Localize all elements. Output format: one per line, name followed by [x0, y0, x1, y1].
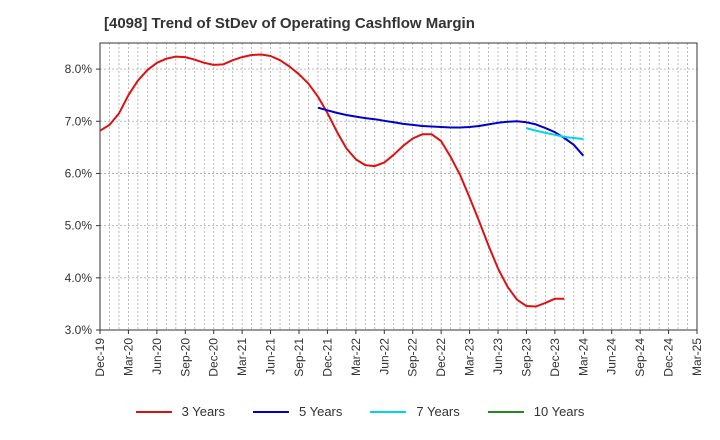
x-tick-label: Sep-22: [406, 338, 420, 377]
legend-swatch: [487, 410, 524, 413]
x-tick-label: Mar-22: [349, 338, 363, 376]
legend-label: 10 Years: [533, 404, 585, 419]
x-tick-label: Sep-23: [519, 338, 533, 377]
series-line-3-years: [99, 53, 565, 308]
x-tick-label: Jun-22: [377, 338, 391, 375]
plot-area: [100, 43, 697, 330]
x-tick-label: Jun-24: [605, 338, 619, 375]
x-tick-label: Sep-20: [178, 338, 192, 377]
x-tick-label: Mar-23: [463, 338, 477, 376]
x-tick-label: Jun-20: [150, 338, 164, 375]
series-line-5-years: [317, 106, 585, 157]
legend-item-10-years: 10 Years: [487, 404, 585, 419]
legend: 3 Years 5 Years 7 Years 10 Years: [0, 404, 720, 419]
legend-label: 3 Years: [181, 404, 225, 419]
x-tick-label: Dec-22: [434, 338, 448, 377]
x-tick-label: Dec-19: [93, 338, 107, 377]
y-tick-label: 8.0%: [65, 62, 93, 76]
y-tick-label: 7.0%: [65, 114, 93, 128]
legend-swatch: [370, 410, 407, 413]
y-tick-label: 5.0%: [65, 219, 93, 233]
x-tick-label: Dec-21: [320, 338, 334, 377]
y-tick-label: 6.0%: [65, 166, 93, 180]
y-tick-label: 4.0%: [65, 271, 93, 285]
x-tick-label: Jun-21: [264, 338, 278, 375]
legend-item-3-years: 3 Years: [135, 404, 225, 419]
legend-swatch: [253, 410, 289, 413]
legend-label: 5 Years: [299, 404, 343, 419]
legend-swatch: [135, 410, 172, 413]
legend-label: 7 Years: [416, 404, 460, 419]
x-tick-label: Mar-21: [235, 338, 249, 376]
x-tick-label: Sep-24: [633, 338, 647, 377]
x-tick-label: Dec-20: [207, 338, 221, 377]
x-tick-label: Dec-24: [662, 338, 676, 377]
plot-frame: [99, 42, 698, 331]
x-tick-label: Mar-20: [121, 338, 135, 376]
x-tick-label: Dec-23: [548, 338, 562, 377]
x-tick-label: Mar-25: [690, 338, 704, 376]
series-line-7-years: [526, 127, 584, 140]
legend-item-5-years: 5 Years: [253, 404, 342, 419]
x-tick-label: Mar-24: [576, 338, 590, 376]
chart-title: [4098] Trend of StDev of Operating Cashf…: [104, 15, 475, 32]
y-tick-label: 3.0%: [65, 323, 93, 337]
x-tick-label: Jun-23: [491, 338, 505, 375]
legend-item-7-years: 7 Years: [370, 404, 460, 419]
x-tick-label: Sep-21: [292, 338, 306, 377]
